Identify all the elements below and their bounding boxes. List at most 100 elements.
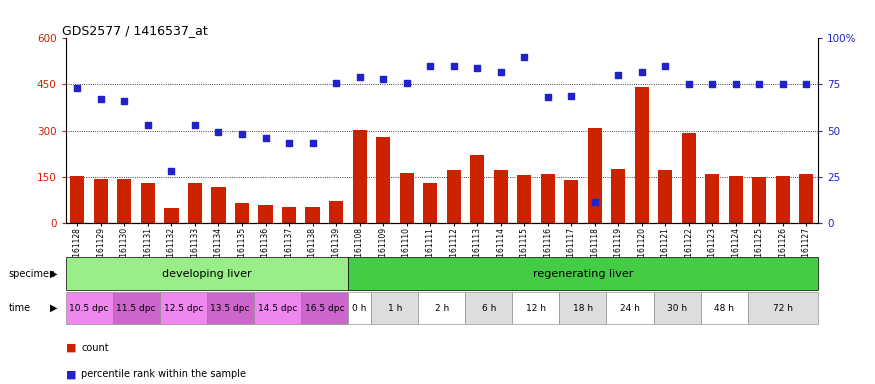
- Bar: [418, 292, 466, 324]
- Bar: [729, 176, 743, 223]
- Text: 6 h: 6 h: [482, 304, 496, 313]
- Bar: [206, 292, 254, 324]
- Text: 18 h: 18 h: [573, 304, 593, 313]
- Bar: [424, 184, 438, 223]
- Bar: [188, 184, 202, 223]
- Bar: [376, 137, 390, 223]
- Text: 0 h: 0 h: [353, 304, 367, 313]
- Text: 72 h: 72 h: [773, 304, 793, 313]
- Text: ▶: ▶: [50, 268, 58, 279]
- Text: 30 h: 30 h: [667, 304, 687, 313]
- Point: [776, 81, 790, 88]
- Point: [588, 199, 602, 205]
- Point: [400, 79, 414, 86]
- Bar: [70, 176, 85, 223]
- Bar: [371, 292, 418, 324]
- Bar: [776, 176, 790, 223]
- Text: 2 h: 2 h: [435, 304, 449, 313]
- Bar: [517, 175, 531, 223]
- Text: 16.5 dpc: 16.5 dpc: [304, 304, 344, 313]
- Point: [117, 98, 131, 104]
- Point: [517, 54, 531, 60]
- Bar: [254, 292, 301, 324]
- Point: [329, 79, 343, 86]
- Text: ■: ■: [66, 369, 76, 379]
- Text: count: count: [81, 343, 109, 353]
- Bar: [348, 257, 818, 290]
- Text: ■: ■: [66, 343, 76, 353]
- Point: [729, 81, 743, 88]
- Point: [282, 141, 296, 147]
- Text: percentile rank within the sample: percentile rank within the sample: [81, 369, 247, 379]
- Point: [493, 68, 507, 74]
- Text: 14.5 dpc: 14.5 dpc: [257, 304, 297, 313]
- Point: [376, 76, 390, 82]
- Text: developing liver: developing liver: [162, 268, 251, 279]
- Text: GDS2577 / 1416537_at: GDS2577 / 1416537_at: [62, 24, 207, 37]
- Point: [612, 72, 626, 78]
- Bar: [682, 133, 696, 223]
- Point: [470, 65, 484, 71]
- Text: regenerating liver: regenerating liver: [533, 268, 634, 279]
- Text: 48 h: 48 h: [714, 304, 734, 313]
- Bar: [541, 174, 555, 223]
- Bar: [160, 292, 206, 324]
- Bar: [611, 169, 626, 223]
- Bar: [353, 130, 367, 223]
- Point: [424, 63, 438, 69]
- Bar: [400, 173, 414, 223]
- Point: [705, 81, 719, 88]
- Point: [305, 141, 319, 147]
- Bar: [606, 292, 654, 324]
- Bar: [258, 205, 273, 223]
- Bar: [705, 174, 719, 223]
- Bar: [66, 257, 348, 290]
- Bar: [513, 292, 559, 324]
- Point: [353, 74, 367, 80]
- Text: specimen: specimen: [9, 268, 56, 279]
- Text: ▶: ▶: [50, 303, 58, 313]
- Bar: [564, 180, 578, 223]
- Bar: [164, 208, 178, 223]
- Point: [212, 129, 226, 136]
- Text: 10.5 dpc: 10.5 dpc: [69, 304, 108, 313]
- Point: [235, 131, 249, 137]
- Bar: [654, 292, 701, 324]
- Bar: [305, 207, 319, 223]
- Bar: [559, 292, 606, 324]
- Point: [682, 81, 696, 88]
- Bar: [66, 292, 113, 324]
- Bar: [747, 292, 818, 324]
- Bar: [117, 179, 131, 223]
- Point: [658, 63, 672, 69]
- Point: [258, 135, 272, 141]
- Text: 11.5 dpc: 11.5 dpc: [116, 304, 156, 313]
- Text: 12.5 dpc: 12.5 dpc: [164, 304, 203, 313]
- Point: [752, 81, 766, 88]
- Text: 1 h: 1 h: [388, 304, 402, 313]
- Bar: [113, 292, 160, 324]
- Bar: [800, 174, 814, 223]
- Bar: [234, 203, 249, 223]
- Text: time: time: [9, 303, 31, 313]
- Text: 13.5 dpc: 13.5 dpc: [211, 304, 250, 313]
- Bar: [348, 292, 371, 324]
- Point: [141, 122, 155, 128]
- Bar: [701, 292, 747, 324]
- Bar: [212, 187, 226, 223]
- Bar: [588, 128, 602, 223]
- Bar: [301, 292, 348, 324]
- Point: [164, 168, 178, 174]
- Bar: [466, 292, 513, 324]
- Bar: [446, 170, 461, 223]
- Bar: [141, 183, 155, 223]
- Point: [800, 81, 814, 88]
- Text: 12 h: 12 h: [526, 304, 546, 313]
- Point: [541, 94, 555, 101]
- Bar: [470, 155, 484, 223]
- Bar: [752, 177, 766, 223]
- Bar: [94, 179, 108, 223]
- Point: [70, 85, 84, 91]
- Bar: [658, 170, 672, 223]
- Bar: [493, 170, 507, 223]
